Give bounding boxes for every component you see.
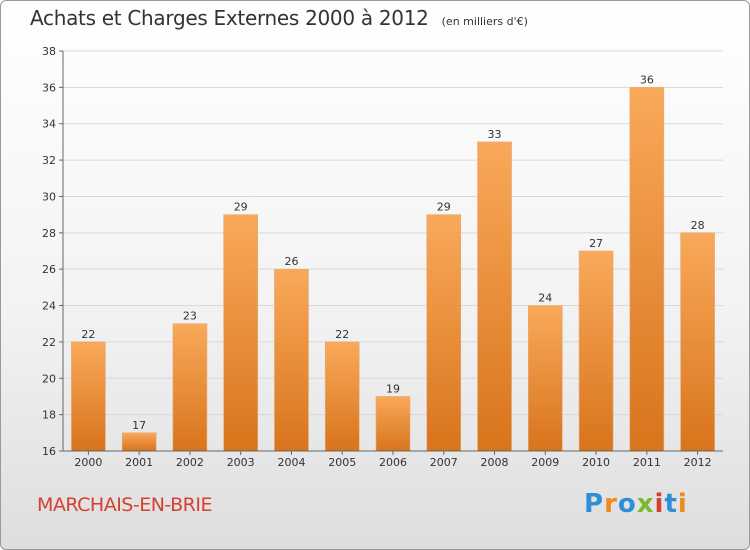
y-tick-label: 28 (42, 227, 56, 240)
y-tick-label: 34 (42, 118, 56, 131)
x-tick-label: 2004 (277, 456, 305, 469)
logo-letter: x (636, 489, 655, 519)
x-tick-label: 2001 (125, 456, 153, 469)
logo-letter: r (604, 489, 618, 519)
x-tick-label: 2008 (481, 456, 509, 469)
bar-2000 (71, 341, 106, 452)
bars: 22 17 23 29 26 22 19 29 33 24 27 36 28 (71, 73, 715, 452)
data-label-2007: 29 (437, 201, 451, 214)
y-tick-label: 36 (42, 81, 56, 94)
commune-name: MARCHAIS-EN-BRIE (37, 494, 212, 516)
data-label-2004: 26 (284, 255, 298, 268)
y-tick-label: 22 (42, 336, 56, 349)
chart-title: Achats et Charges Externes 2000 à 2012 (… (30, 6, 528, 30)
y-tick-label: 24 (42, 300, 56, 313)
bar-2006 (375, 396, 411, 452)
proxiti-logo: Proxiti (584, 489, 688, 519)
unit-label: (en milliers d'€) (441, 15, 528, 28)
data-label-2003: 29 (234, 201, 248, 214)
data-label-2012: 28 (691, 219, 705, 232)
bar-2002 (172, 323, 208, 452)
x-tick-label: 2002 (176, 456, 204, 469)
x-tick-label: 2003 (227, 456, 255, 469)
y-tick-label: 30 (42, 190, 56, 203)
x-tick-label: 2009 (531, 456, 559, 469)
logo-letter: i (677, 489, 688, 519)
y-tick-label: 38 (42, 45, 56, 58)
bar-2007 (426, 214, 462, 452)
logo-letter: o (617, 489, 637, 519)
x-tick-label: 2010 (582, 456, 610, 469)
bar-2005 (324, 341, 360, 452)
x-tick-label: 2011 (633, 456, 661, 469)
x-tick-label: 2007 (430, 456, 458, 469)
bar-2003 (223, 214, 258, 452)
bar-2011 (629, 87, 665, 452)
bar-2010 (578, 250, 614, 452)
x-axis: 2000 2001 2002 2003 2004 2005 2006 2007 2008 2009… (63, 450, 723, 469)
data-label-2002: 23 (183, 310, 197, 323)
x-tick-label: 2005 (328, 456, 356, 469)
bar-2009 (528, 305, 563, 452)
data-label-2006: 19 (386, 382, 400, 395)
y-axis: 16 18 20 22 24 26 28 30 32 34 36 38 (42, 45, 64, 458)
data-label-2008: 33 (488, 128, 502, 141)
data-label-2009: 24 (538, 292, 552, 305)
logo-letter: t (664, 489, 678, 519)
title-text: Achats et Charges Externes 2000 à 2012 (30, 6, 429, 30)
logo-letter: P (584, 489, 605, 519)
data-label-2005: 22 (335, 328, 349, 341)
bar-2004 (274, 268, 309, 452)
y-tick-label: 18 (42, 409, 56, 422)
y-tick-label: 32 (42, 154, 56, 167)
bar-2008 (477, 141, 512, 452)
data-label-2010: 27 (589, 237, 603, 250)
bar-2001 (121, 432, 157, 452)
logo-letter: i (654, 489, 665, 519)
bar-2012 (680, 232, 715, 452)
data-label-2001: 17 (132, 419, 146, 432)
x-tick-label: 2000 (74, 456, 102, 469)
data-label-2000: 22 (81, 328, 95, 341)
data-label-2011: 36 (640, 73, 654, 86)
y-tick-label: 26 (42, 263, 56, 276)
x-tick-label: 2012 (684, 456, 712, 469)
y-tick-label: 20 (42, 372, 56, 385)
x-tick-label: 2006 (379, 456, 407, 469)
y-tick-label: 16 (42, 445, 56, 458)
